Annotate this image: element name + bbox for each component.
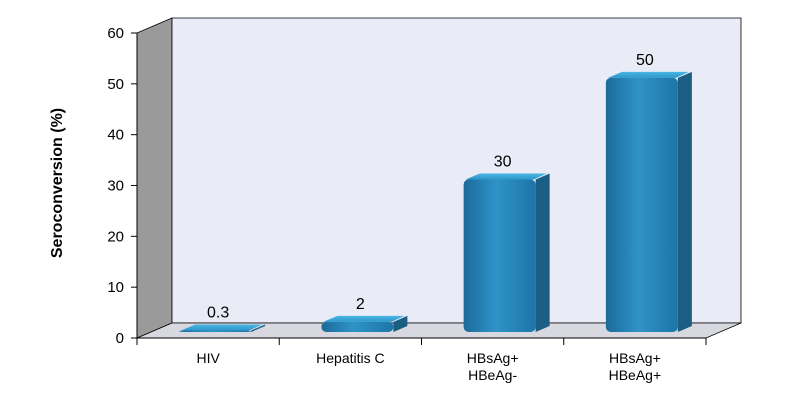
bar [321,315,408,332]
data-label: 50 [636,52,654,69]
bar-top [465,173,547,180]
bar-side [677,71,692,332]
y-tick-label: 0 [116,330,124,347]
bar-side [393,315,408,332]
data-label: 2 [356,296,365,313]
y-axis-title: Seroconversion (%) [49,108,66,258]
y-axis-ticks: 0 10 20 30 40 50 60 [107,25,137,347]
x-tick-label: Hepatitis C [316,350,384,366]
bar [463,173,550,332]
bar [605,71,692,332]
y-tick-label: 50 [107,76,124,93]
bars [179,71,692,332]
y-tick-label: 30 [107,178,124,195]
y-tick-label: 20 [107,228,124,245]
x-tick-label: HIV [196,350,220,366]
data-label: 0.3 [207,304,229,321]
bar-front [463,179,536,332]
y-tick-label: 40 [107,127,124,144]
bar-side [535,173,550,332]
x-tick-label: HBsAg+ HBeAg+ [609,350,662,383]
bar-front [605,77,678,332]
y-tick-label: 10 [107,279,124,296]
bar-top [323,315,405,322]
x-tick-label: HBsAg+ HBeAg- [467,350,519,383]
x-axis-ticks [136,338,707,345]
labels: 0.3 HIV 2 Hepatitis C 30 HBsAg+ HBeAg- 50 HBsAg+… [196,52,661,383]
bar-top [607,71,689,78]
bar-front [179,330,252,332]
bar-side [251,324,266,332]
side-wall [136,17,173,339]
y-tick-label: 60 [107,25,124,42]
bar-front [321,321,394,332]
bar-top [181,324,263,331]
bar [179,324,266,332]
chart-walls [136,17,742,339]
data-label: 30 [494,154,512,171]
